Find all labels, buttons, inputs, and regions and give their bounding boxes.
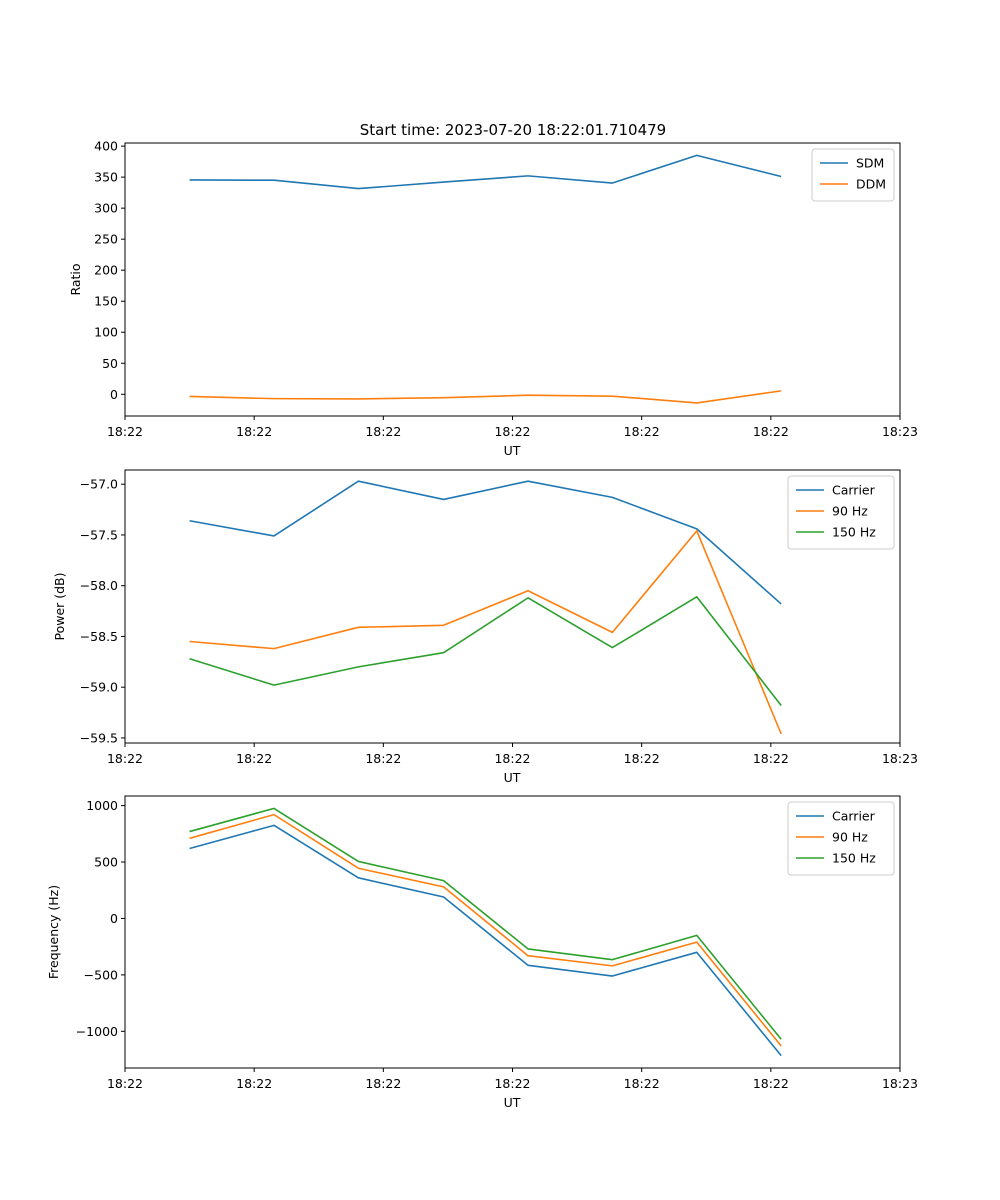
power-x-tick-label: 18:22: [107, 751, 143, 766]
frequency-legend: [787, 801, 895, 876]
frequency-y-tick-label: −500: [84, 967, 118, 982]
frequency-x-tick-label: 18:22: [494, 1076, 530, 1091]
ratio-legend-label: DDM: [856, 177, 886, 192]
frequency-y-tick-label: 500: [94, 855, 118, 870]
power-x-tick-label: 18:22: [494, 751, 530, 766]
frequency-legend-label: 150 Hz: [832, 851, 876, 866]
ratio-x-tick-label: 18:23: [882, 424, 918, 439]
ratio-y-axis-label: Ratio: [68, 263, 83, 295]
power-y-tick-label: −57.5: [80, 527, 118, 542]
frequency-x-tick-label: 18:23: [882, 1076, 918, 1091]
power-y-axis-label: Power (dB): [52, 572, 67, 640]
power-series-carrier: [189, 480, 782, 605]
ratio-y-tick-label: 200: [94, 263, 118, 278]
ratio-x-tick-label: 18:22: [365, 424, 401, 439]
figure-title: Start time: 2023-07-20 18:22:01.710479: [360, 121, 666, 139]
frequency-y-tick-label: 0: [110, 911, 118, 926]
power-series-90-hz: [189, 530, 782, 735]
ratio-y-tick-label: 300: [94, 201, 118, 216]
frequency-x-axis-label: UT: [504, 1095, 521, 1110]
ratio-panel: 18:22 18:22 18:22 18:22 18:22 18:22 18:23 0 50 10…: [68, 139, 918, 458]
power-x-tick-label: 18:22: [236, 751, 272, 766]
frequency-y-axis-label: Frequency (Hz): [46, 885, 61, 979]
frequency-series-carrier: [189, 824, 782, 1057]
frequency-legend-label: 90 Hz: [832, 830, 868, 845]
ratio-y-tick-label: 400: [94, 139, 118, 154]
ratio-legend: [811, 148, 895, 202]
ratio-series-sdm: [189, 154, 782, 190]
ratio-y-tick-label: 0: [110, 387, 118, 402]
frequency-y-tick-label: 1000: [86, 798, 118, 813]
frequency-series-90-hz: [189, 813, 782, 1047]
ratio-y-tick-label: 100: [94, 325, 118, 340]
power-x-tick-label: 18:23: [882, 751, 918, 766]
frequency-x-tick-label: 18:22: [107, 1076, 143, 1091]
ratio-x-tick-label: 18:22: [236, 424, 272, 439]
ratio-y-tick-label: 150: [94, 294, 118, 309]
ratio-x-tick-label: 18:22: [494, 424, 530, 439]
ratio-x-tick-label: 18:22: [107, 424, 143, 439]
frequency-y-tick-label: −1000: [76, 1024, 118, 1039]
power-legend-label: 90 Hz: [832, 504, 868, 519]
frequency-x-tick-label: 18:22: [365, 1076, 401, 1091]
frequency-series-150-hz: [189, 807, 782, 1040]
power-y-tick-label: −57.0: [80, 477, 118, 492]
power-y-tick-label: −59.0: [80, 680, 118, 695]
frequency-x-tick-label: 18:22: [624, 1076, 660, 1091]
ratio-x-tick-label: 18:22: [753, 424, 789, 439]
frequency-panel: 18:22 18:22 18:22 18:22 18:22 18:22 18:23 −1000…: [46, 795, 918, 1110]
power-y-tick-label: −58.5: [80, 629, 118, 644]
frequency-legend-label: Carrier: [832, 809, 876, 824]
power-legend-label: Carrier: [832, 483, 876, 498]
ratio-legend-label: SDM: [856, 156, 884, 171]
ratio-y-tick-label: 250: [94, 232, 118, 247]
power-legend: [787, 475, 895, 550]
power-x-tick-label: 18:22: [365, 751, 401, 766]
power-legend-label: 150 Hz: [832, 525, 876, 540]
ratio-y-tick-label: 350: [94, 170, 118, 185]
power-y-tick-label: −58.0: [80, 578, 118, 593]
ratio-series-ddm: [189, 390, 782, 404]
power-series-150-hz: [189, 596, 782, 706]
ratio-x-axis-label: UT: [504, 443, 521, 458]
power-panel: 18:22 18:22 18:22 18:22 18:22 18:22 18:23 −59.5…: [52, 469, 918, 785]
power-y-tick-label: −59.5: [80, 730, 118, 745]
power-x-tick-label: 18:22: [624, 751, 660, 766]
power-x-axis-label: UT: [504, 770, 521, 785]
power-x-tick-label: 18:22: [753, 751, 789, 766]
ratio-x-tick-label: 18:22: [624, 424, 660, 439]
frequency-x-tick-label: 18:22: [753, 1076, 789, 1091]
ratio-y-tick-label: 50: [102, 356, 118, 371]
frequency-x-tick-label: 18:22: [236, 1076, 272, 1091]
